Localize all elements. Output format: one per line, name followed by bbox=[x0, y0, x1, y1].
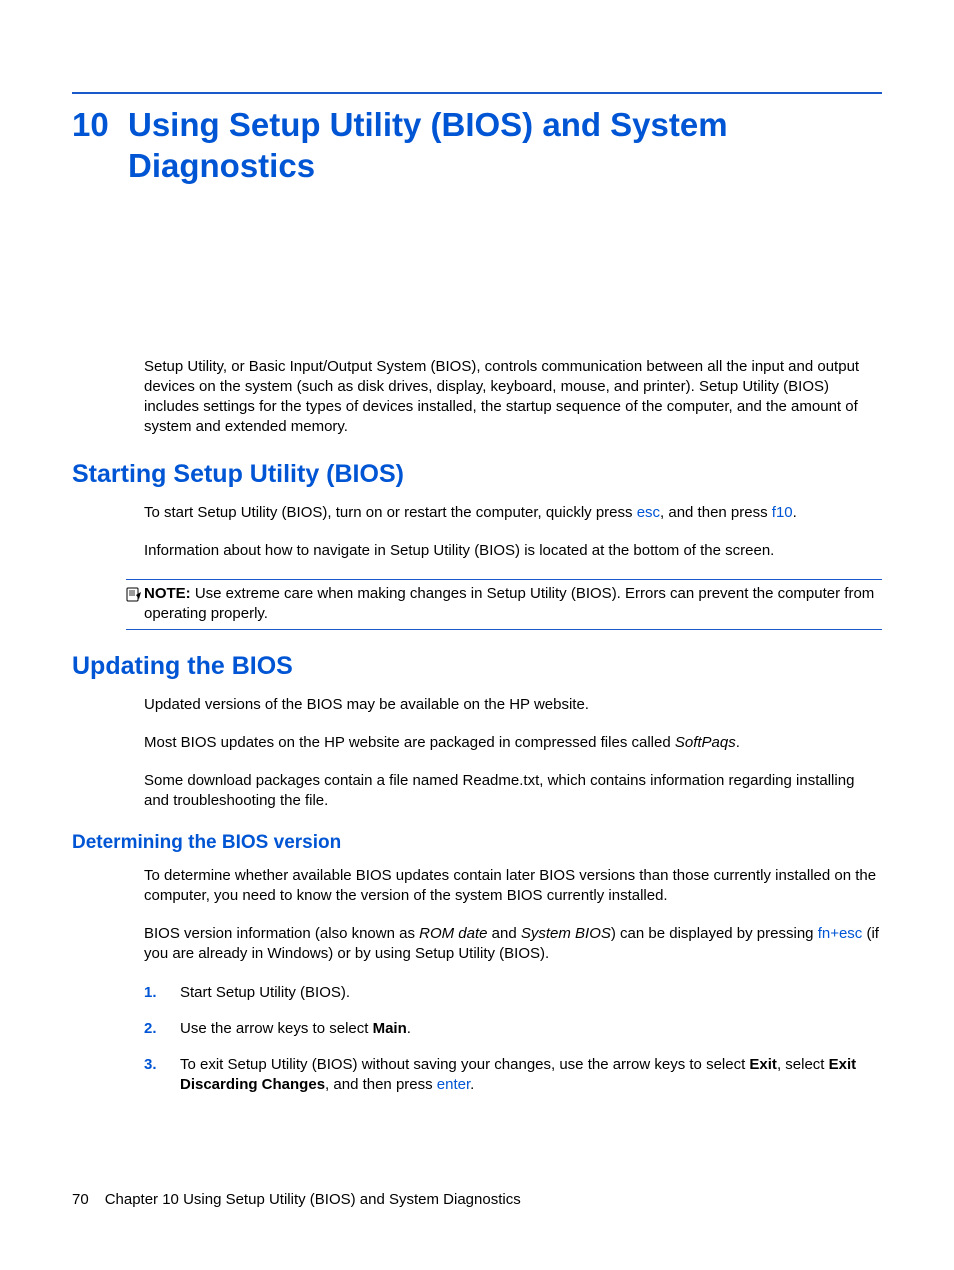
ordered-list: 1. Start Setup Utility (BIOS). 2. Use th… bbox=[144, 983, 882, 1096]
text: Most BIOS updates on the HP website are … bbox=[144, 734, 675, 751]
softpaqs: SoftPaqs bbox=[675, 734, 736, 751]
plus: + bbox=[830, 925, 839, 942]
key-enter: enter bbox=[437, 1076, 470, 1093]
text: To exit Setup Utility (BIOS) without sav… bbox=[180, 1056, 749, 1073]
starting-p1: To start Setup Utility (BIOS), turn on o… bbox=[144, 503, 882, 523]
key-esc: esc bbox=[839, 925, 862, 942]
section-heading-starting: Starting Setup Utility (BIOS) bbox=[72, 460, 882, 489]
key-esc: esc bbox=[637, 504, 660, 521]
note-callout: NOTE: Use extreme care when making chang… bbox=[126, 579, 882, 630]
key-fn: fn bbox=[818, 925, 831, 942]
text: . bbox=[736, 734, 740, 751]
chapter-number: 10 bbox=[72, 104, 128, 145]
text: . bbox=[470, 1076, 474, 1093]
page-footer: 70 Chapter 10 Using Setup Utility (BIOS) … bbox=[72, 1191, 521, 1208]
list-item: 1. Start Setup Utility (BIOS). bbox=[144, 983, 882, 1003]
section-heading-updating: Updating the BIOS bbox=[72, 652, 882, 681]
list-number: 3. bbox=[144, 1055, 180, 1096]
text: . bbox=[407, 1020, 411, 1037]
text: , select bbox=[777, 1056, 829, 1073]
text: To start Setup Utility (BIOS), turn on o… bbox=[144, 504, 637, 521]
bold-main: Main bbox=[373, 1020, 407, 1037]
list-body: Use the arrow keys to select Main. bbox=[180, 1019, 882, 1039]
updating-p2: Most BIOS updates on the HP website are … bbox=[144, 733, 882, 753]
system-bios: System BIOS bbox=[521, 925, 611, 942]
text: Use the arrow keys to select bbox=[180, 1020, 373, 1037]
section-heading-determining: Determining the BIOS version bbox=[72, 832, 882, 854]
determining-p2: BIOS version information (also known as … bbox=[144, 924, 882, 965]
text: and bbox=[487, 925, 520, 942]
list-number: 2. bbox=[144, 1019, 180, 1039]
bold-exit: Exit bbox=[749, 1056, 777, 1073]
page-number: 70 bbox=[72, 1191, 89, 1208]
note-text: NOTE: Use extreme care when making chang… bbox=[144, 584, 882, 625]
key-f10: f10 bbox=[772, 504, 793, 521]
text: , and then press bbox=[325, 1076, 437, 1093]
updating-p1: Updated versions of the BIOS may be avai… bbox=[144, 695, 882, 715]
text: . bbox=[793, 504, 797, 521]
intro-paragraph: Setup Utility, or Basic Input/Output Sys… bbox=[144, 357, 882, 438]
text: ) can be displayed by pressing bbox=[611, 925, 818, 942]
chapter-heading: 10 Using Setup Utility (BIOS) and System… bbox=[72, 104, 882, 187]
chapter-title: Using Setup Utility (BIOS) and System Di… bbox=[128, 104, 882, 187]
determining-p1: To determine whether available BIOS upda… bbox=[144, 866, 882, 907]
list-body: To exit Setup Utility (BIOS) without sav… bbox=[180, 1055, 882, 1096]
text: , and then press bbox=[660, 504, 772, 521]
document-page: 10 Using Setup Utility (BIOS) and System… bbox=[0, 0, 954, 1096]
text: BIOS version information (also known as bbox=[144, 925, 419, 942]
list-number: 1. bbox=[144, 983, 180, 1003]
top-rule bbox=[72, 92, 882, 94]
list-item: 3. To exit Setup Utility (BIOS) without … bbox=[144, 1055, 882, 1096]
note-body: Use extreme care when making changes in … bbox=[144, 585, 874, 622]
starting-p2: Information about how to navigate in Set… bbox=[144, 541, 882, 561]
list-item: 2. Use the arrow keys to select Main. bbox=[144, 1019, 882, 1039]
rom-date: ROM date bbox=[419, 925, 487, 942]
footer-text: Chapter 10 Using Setup Utility (BIOS) an… bbox=[105, 1191, 521, 1208]
updating-p3: Some download packages contain a file na… bbox=[144, 771, 882, 812]
note-icon bbox=[126, 584, 144, 625]
note-label: NOTE: bbox=[144, 585, 191, 602]
list-body: Start Setup Utility (BIOS). bbox=[180, 983, 882, 1003]
